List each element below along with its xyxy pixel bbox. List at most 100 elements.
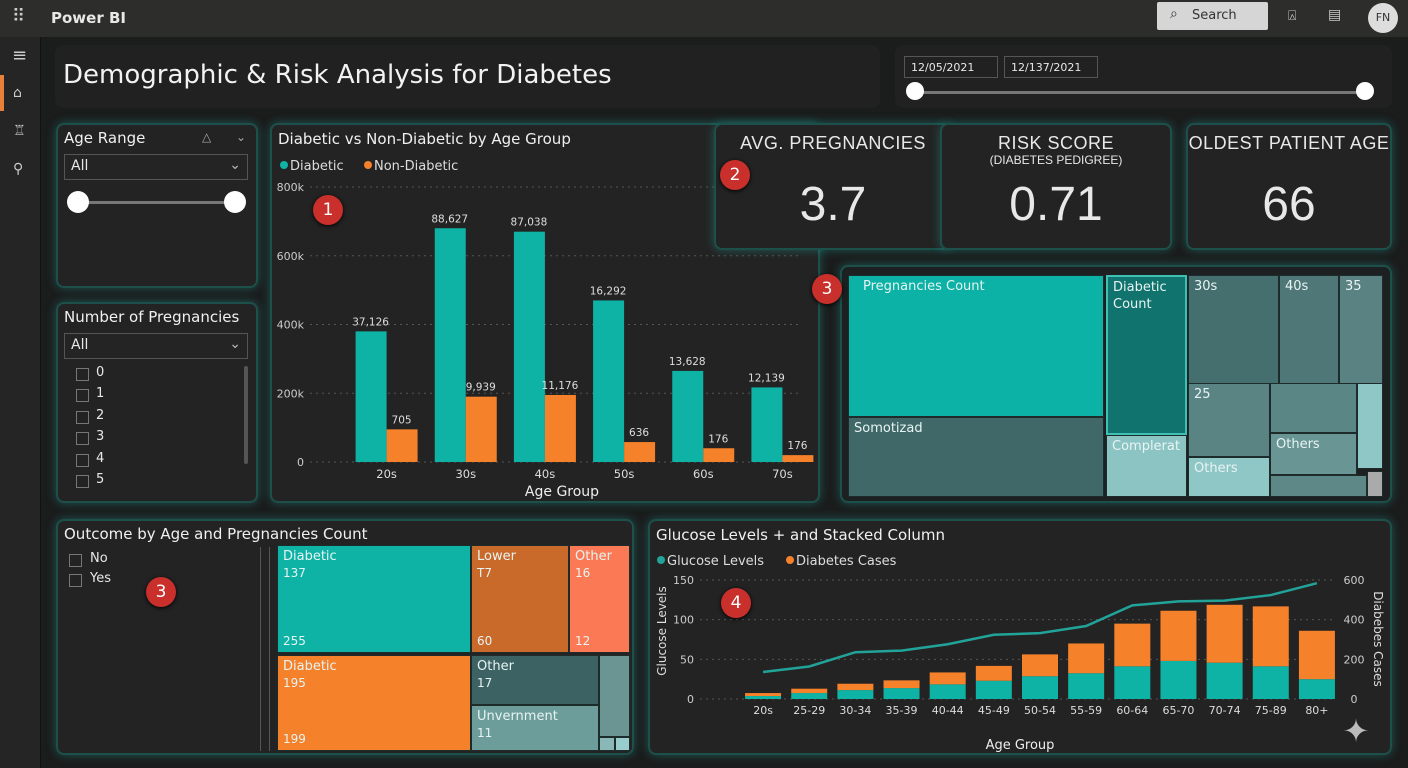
bar-diabetes-cases[interactable] [791,688,828,694]
bar-diabetes-cases[interactable] [883,680,920,689]
treemap-tile[interactable]: 35 [1339,275,1383,389]
bar-segment[interactable] [791,693,828,699]
treemap-tile[interactable]: Diabetic Count [1106,275,1187,435]
bar-non-diabetic[interactable] [544,394,576,462]
treemap-tile[interactable]: Unvernment 11 [471,705,599,751]
checkbox-pregnancies-1[interactable] [76,389,89,403]
bar-segment[interactable] [837,690,874,699]
bar-segment[interactable] [1068,673,1105,699]
trophy-icon[interactable]: ♖ [13,123,26,139]
bar-diabetic[interactable] [751,387,783,462]
avatar[interactable]: FN [1368,3,1398,33]
treemap-tile[interactable]: Other 16 12 [569,545,630,653]
checkbox-yes[interactable] [69,574,82,587]
bar-diabetes-cases[interactable] [1298,630,1335,680]
treemap-tile[interactable]: 40s [1279,275,1339,389]
kpi-card: RISK SCORE (DIABETES PEDIGREE) 0.71 [940,123,1172,250]
age-range-dropdown[interactable]: All ⌄ [64,154,248,180]
bar-diabetes-cases[interactable] [837,683,874,691]
learn-icon[interactable]: ⚲ [13,161,24,177]
treemap-tile[interactable]: Diabetic 137 255 [277,545,471,653]
checkbox-pregnancies-0[interactable] [76,368,89,381]
treemap-tile[interactable]: Somotizad [848,417,1104,497]
date-slider-track[interactable] [915,91,1365,94]
bar-non-diabetic[interactable] [624,442,656,462]
treemap-tile[interactable] [1357,383,1383,469]
checkbox-pregnancies-3[interactable] [76,432,89,446]
bar-diabetic[interactable] [593,300,625,462]
feedback-icon[interactable]: ▤ [1328,7,1342,23]
treemap-tile[interactable] [599,655,630,737]
bar-diabetes-cases[interactable] [975,665,1012,681]
date-end-input[interactable]: 12/137/2021 [1004,56,1098,78]
bar-diabetes-cases[interactable] [1114,623,1151,667]
treemap-tile[interactable] [1270,383,1357,433]
bar-non-diabetic[interactable] [703,448,735,462]
bar-diabetic[interactable] [434,228,466,462]
age-slider-max-handle[interactable] [224,191,246,213]
checkbox-no[interactable] [69,554,82,567]
bar-segment[interactable] [975,680,1012,699]
tile-value: 17 [477,675,493,690]
kpi-label: AVG. PREGNANCIES [740,133,926,153]
app-launcher-icon[interactable]: ⠿ [12,6,26,27]
treemap-tile[interactable] [1270,475,1367,497]
search-button[interactable]: ⌕ Search [1157,2,1268,30]
glucose-line[interactable] [762,581,1318,674]
pregnancies-dropdown[interactable]: All ⌄ [64,333,248,359]
treemap-tile[interactable]: Others [1270,433,1357,475]
age-slider-track[interactable] [78,201,236,204]
checkbox-pregnancies-4[interactable] [76,453,89,467]
bar-diabetes-cases[interactable] [929,672,966,685]
bar-segment[interactable] [929,684,966,699]
bar-segment[interactable] [1206,662,1243,699]
bar-diabetes-cases[interactable] [1068,643,1105,674]
treemap-tile[interactable]: Lower T7 60 [471,545,569,653]
y-tick-label: 50 [680,653,694,666]
date-slider-end-handle[interactable] [1356,82,1374,100]
bar-non-diabetic[interactable] [386,429,418,462]
treemap-tile[interactable] [1367,471,1383,497]
date-start-input[interactable]: 12/05/2021 [904,56,998,78]
bar-segment[interactable] [883,688,920,699]
treemap-tile[interactable] [599,737,615,751]
data-label: 16,292 [590,285,627,297]
bar-segment[interactable] [1160,660,1197,699]
menu-icon[interactable]: ≡ [12,45,28,66]
bar-diabetes-cases[interactable] [1252,606,1289,667]
bar-segment[interactable] [1114,666,1151,699]
treemap-tile[interactable] [615,737,630,751]
treemap-tile[interactable]: Others [1188,457,1270,497]
bar-diabetic[interactable] [513,231,545,462]
treemap-tile[interactable]: Pregnancies Count [848,275,1104,417]
chevron-down-icon[interactable]: ⌄ [236,130,247,144]
bar-diabetic[interactable] [355,331,387,462]
checkbox-pregnancies-5[interactable] [76,475,89,488]
bar-segment[interactable] [1022,676,1058,699]
bar-diabetes-cases[interactable] [1206,604,1243,663]
checkbox-pregnancies-2[interactable] [76,410,89,424]
scrollbar[interactable] [244,366,248,464]
treemap-tile[interactable]: Diabetic 195 199 [277,655,471,751]
sparkle-icon[interactable]: ✦ [1342,712,1370,750]
y-tick-label: 150 [673,574,694,587]
treemap-tile[interactable]: Other 17 [471,655,599,705]
sort-up-icon[interactable]: △ [202,130,212,144]
treemap-tile[interactable]: 30s [1188,275,1279,389]
home-icon[interactable]: ⌂ [13,85,22,101]
data-label: 87,038 [511,217,548,229]
bar-segment[interactable] [1298,679,1335,699]
bar-diabetes-cases[interactable] [745,693,782,697]
bar-segment[interactable] [1252,666,1289,699]
treemap-tile[interactable]: Complerat [1106,435,1187,497]
bar-non-diabetic[interactable] [465,396,497,462]
bar-diabetic[interactable] [672,370,704,462]
bar-segment[interactable] [745,696,782,699]
treemap-tile[interactable]: 25 [1188,383,1270,457]
age-slider-min-handle[interactable] [67,191,89,213]
notification-icon[interactable]: ⍓ [1288,8,1297,24]
bar-diabetes-cases[interactable] [1160,610,1197,661]
bar-non-diabetic[interactable] [782,455,814,462]
bar-diabetes-cases[interactable] [1022,654,1058,677]
date-slider-start-handle[interactable] [906,82,924,100]
